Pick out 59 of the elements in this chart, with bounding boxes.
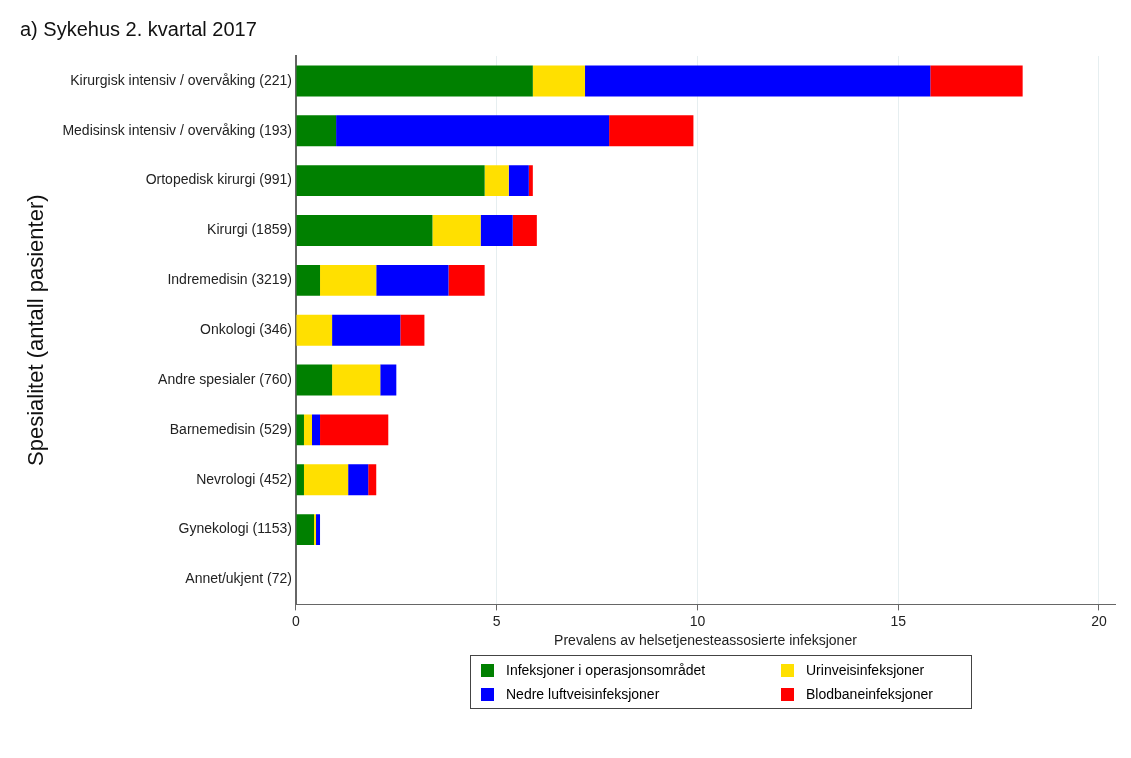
bar: [585, 65, 931, 97]
x-axis-title: Prevalens av helsetjenesteassosierte infeksjoner: [554, 632, 858, 649]
bar: [376, 264, 449, 296]
bar: [320, 264, 377, 296]
bar: [296, 264, 321, 296]
y-tick-label: Kirurgisk intensiv / overvåking (221): [70, 71, 292, 88]
y-tick-label: Medisinsk intensiv / overvåking (193): [62, 121, 292, 138]
bar: [508, 165, 529, 197]
bar: [296, 414, 304, 446]
bar: [380, 364, 397, 396]
bar: [296, 314, 333, 346]
y-tick-label: Annet/ukjent (72): [185, 570, 292, 587]
y-tick-label: Nevrologi (452): [196, 470, 292, 487]
bar: [532, 65, 586, 97]
y-tick-label: Kirurgi (1859): [207, 221, 292, 238]
bar: [296, 464, 304, 496]
legend-label: Nedre luftveisinfeksjoner: [506, 686, 660, 702]
bar: [296, 165, 485, 197]
bar: [528, 165, 533, 197]
y-tick-label: Barnemedisin (529): [169, 420, 292, 437]
x-tick-label: 15: [890, 612, 907, 629]
y-tick-label: Onkologi (346): [200, 321, 292, 338]
bar: [484, 165, 509, 197]
bar: [296, 215, 433, 246]
bar: [296, 65, 533, 97]
x-tick-label: 0: [292, 612, 301, 629]
bar: [348, 464, 369, 496]
bar: [296, 115, 337, 147]
bar: [480, 215, 513, 246]
legend-label: Urinveisinfeksjoner: [806, 662, 925, 678]
bar: [512, 215, 537, 246]
bar: [296, 364, 333, 396]
bar: [314, 514, 317, 546]
bar: [609, 115, 694, 147]
bar: [336, 115, 610, 147]
bar: [448, 264, 485, 296]
bar: [320, 414, 389, 446]
bar: [296, 514, 315, 546]
x-tick-label: 5: [492, 612, 501, 629]
bar: [930, 65, 1023, 97]
legend-label: Blodbaneinfeksjoner: [806, 686, 933, 702]
bar: [400, 314, 425, 346]
bar: [432, 215, 481, 246]
y-axis-title: Spesialitet (antall pasienter): [23, 194, 49, 466]
bar: [332, 364, 381, 396]
y-tick-label: Andre spesialer (760): [158, 370, 292, 387]
bar: [303, 464, 349, 496]
y-tick-label: Ortopedisk kirurgi (991): [145, 171, 292, 188]
y-tick-label: Gynekologi (1153): [178, 520, 292, 537]
x-tick-label: 10: [689, 612, 706, 629]
legend-label: Infeksjoner i operasjonsområdet: [506, 662, 706, 678]
bar: [303, 414, 312, 446]
bar: [368, 464, 377, 496]
bar: [332, 314, 401, 346]
bar: [312, 414, 321, 446]
y-tick-label: Indremedisin (3219): [167, 271, 292, 288]
bar: [316, 514, 321, 546]
chart-title: a) Sykehus 2. kvartal 2017: [20, 17, 257, 40]
x-tick-label: 20: [1091, 612, 1107, 629]
